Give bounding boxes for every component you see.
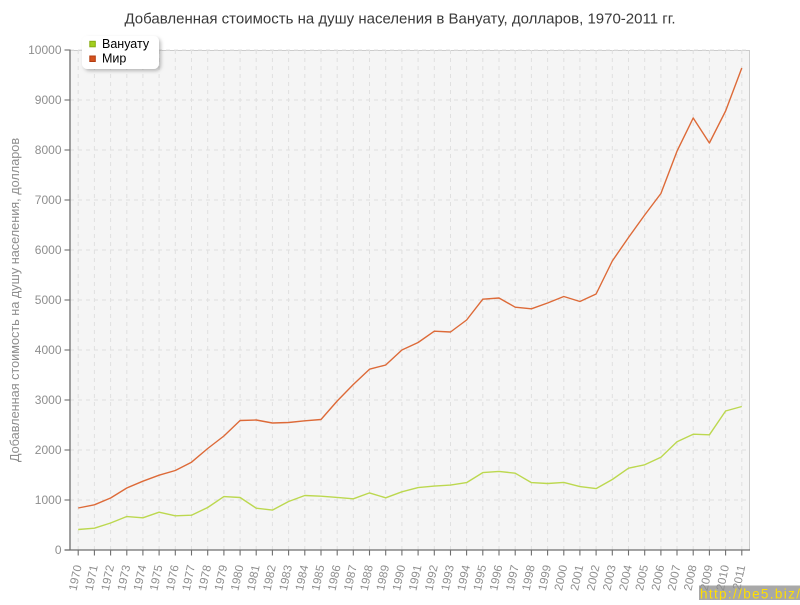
svg-text:2007: 2007 xyxy=(665,564,683,592)
svg-text:1995: 1995 xyxy=(471,564,489,592)
svg-text:1981: 1981 xyxy=(245,564,263,592)
svg-text:1000: 1000 xyxy=(35,493,62,507)
svg-text:Мир: Мир xyxy=(102,52,126,66)
svg-text:3000: 3000 xyxy=(35,393,62,407)
svg-text:9000: 9000 xyxy=(35,93,62,107)
svg-text:2004: 2004 xyxy=(617,563,635,591)
svg-text:1973: 1973 xyxy=(115,564,133,592)
svg-text:1983: 1983 xyxy=(277,564,295,592)
svg-text:Добавленная стоимость на душу: Добавленная стоимость на душу населения … xyxy=(124,10,675,27)
svg-text:1990: 1990 xyxy=(390,564,408,592)
svg-text:1987: 1987 xyxy=(342,564,360,592)
svg-text:1991: 1991 xyxy=(406,564,424,592)
svg-text:http://be5.biz/: http://be5.biz/ xyxy=(700,587,800,601)
svg-text:1999: 1999 xyxy=(536,564,554,592)
svg-text:1993: 1993 xyxy=(439,564,457,592)
svg-text:1976: 1976 xyxy=(164,564,182,592)
svg-text:Вануату: Вануату xyxy=(102,37,150,51)
svg-text:1984: 1984 xyxy=(293,563,311,591)
svg-text:2008: 2008 xyxy=(682,564,700,592)
svg-text:1970: 1970 xyxy=(67,564,85,592)
svg-text:1980: 1980 xyxy=(228,564,246,592)
svg-text:2000: 2000 xyxy=(552,564,570,592)
svg-text:2003: 2003 xyxy=(601,564,619,592)
svg-text:10000: 10000 xyxy=(28,43,62,57)
svg-text:1982: 1982 xyxy=(261,564,279,592)
svg-text:2002: 2002 xyxy=(584,564,602,592)
svg-text:6000: 6000 xyxy=(35,243,62,257)
svg-text:1998: 1998 xyxy=(520,564,538,592)
svg-text:1979: 1979 xyxy=(212,564,230,592)
svg-text:1978: 1978 xyxy=(196,564,214,592)
svg-text:1977: 1977 xyxy=(180,564,198,592)
svg-text:1989: 1989 xyxy=(374,564,392,592)
svg-text:1994: 1994 xyxy=(455,563,473,591)
svg-text:7000: 7000 xyxy=(35,193,62,207)
svg-text:1972: 1972 xyxy=(99,564,117,592)
svg-text:5000: 5000 xyxy=(35,293,62,307)
svg-text:1986: 1986 xyxy=(326,564,344,592)
svg-text:2011: 2011 xyxy=(730,564,748,591)
svg-text:1992: 1992 xyxy=(423,564,441,592)
svg-text:1996: 1996 xyxy=(487,564,505,592)
svg-text:1975: 1975 xyxy=(147,564,165,592)
svg-text:2000: 2000 xyxy=(35,443,62,457)
svg-text:Добавленная стоимость на душу: Добавленная стоимость на душу населения,… xyxy=(8,138,22,462)
svg-text:2009: 2009 xyxy=(698,564,716,592)
svg-text:2010: 2010 xyxy=(714,564,732,592)
svg-text:0: 0 xyxy=(55,543,62,557)
svg-text:2006: 2006 xyxy=(649,564,667,592)
svg-text:1985: 1985 xyxy=(309,564,327,592)
svg-text:8000: 8000 xyxy=(35,143,62,157)
svg-text:1997: 1997 xyxy=(504,564,522,592)
svg-text:1988: 1988 xyxy=(358,564,376,592)
svg-text:1974: 1974 xyxy=(131,563,149,591)
svg-text:2005: 2005 xyxy=(633,564,651,592)
svg-text:1971: 1971 xyxy=(83,564,101,592)
svg-text:4000: 4000 xyxy=(35,343,62,357)
svg-text:2001: 2001 xyxy=(568,564,586,592)
